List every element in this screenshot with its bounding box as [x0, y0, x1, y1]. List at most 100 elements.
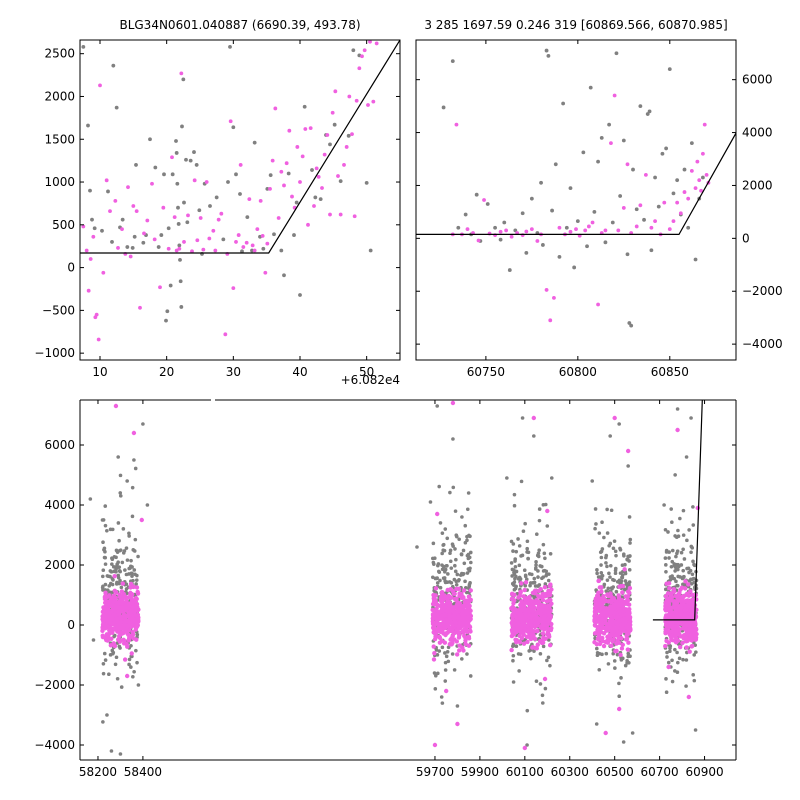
- zoom_right-gray-point: [553, 162, 558, 167]
- full-magenta-point: [677, 644, 683, 650]
- full-gray-point: [113, 662, 118, 667]
- full-gray-point: [600, 520, 604, 525]
- full-magenta-point: [542, 585, 548, 590]
- zoom_left-magenta-point: [216, 217, 221, 222]
- full-gray-point: [681, 533, 686, 537]
- zoom_right-magenta-point: [616, 228, 621, 233]
- full-gray-point: [544, 573, 548, 578]
- zoom_left-magenta-point: [368, 40, 372, 44]
- full-gray-point: [604, 553, 609, 558]
- full-magenta-point: [548, 582, 553, 587]
- zoom_left-gray-point: [125, 245, 130, 249]
- full-gray-point: [677, 656, 682, 661]
- zoom_left-magenta-point: [241, 245, 246, 249]
- zoom_right-gray-point: [653, 175, 657, 180]
- full-xtick-label: 60500: [596, 765, 634, 779]
- zoom_left-gray-point: [156, 245, 161, 249]
- zoom_right-gray-point: [664, 146, 669, 151]
- full-gray-point: [537, 518, 542, 523]
- full-magenta-point: [431, 657, 437, 662]
- zoom_left-magenta-point: [300, 154, 305, 159]
- full-gray-point: [117, 565, 122, 569]
- full-gray-point: [114, 655, 119, 660]
- zoom_left-magenta-point: [287, 128, 292, 133]
- full-gray-point: [513, 557, 518, 561]
- full-gray-point: [127, 662, 131, 667]
- zoom_left-magenta-point: [333, 89, 338, 94]
- full-magenta-point: [515, 625, 520, 630]
- full-gray-point: [509, 539, 514, 544]
- full-gray-point: [468, 674, 473, 678]
- full-gray-point: [512, 580, 517, 584]
- zoom_right-ytick-label: −4000: [742, 337, 783, 351]
- zoom_left-gray-point: [178, 279, 183, 284]
- full-xtick-label: 60700: [641, 765, 679, 779]
- full-magenta-point: [467, 624, 473, 630]
- full-magenta-point: [609, 597, 614, 603]
- full-gray-point: [668, 646, 672, 650]
- full-magenta-point: [693, 626, 699, 631]
- full-gray-point: [111, 651, 115, 656]
- full-magenta-point: [447, 606, 452, 611]
- zoom_right-magenta-point: [678, 211, 683, 216]
- full-magenta-point: [540, 607, 546, 612]
- full-gray-point: [101, 588, 105, 592]
- full-magenta-point: [627, 616, 633, 621]
- zoom_left-gray-point: [368, 248, 373, 253]
- zoom_left-magenta-point: [347, 94, 352, 99]
- full-magenta-point: [625, 594, 631, 599]
- zoom_left-gray-point: [159, 233, 164, 237]
- zoom_left-magenta-point: [244, 240, 249, 245]
- full-gray-point: [611, 577, 615, 582]
- full-magenta-point: [622, 567, 627, 572]
- full-gray-point: [626, 464, 630, 468]
- zoom_right-magenta-point: [612, 93, 617, 98]
- full-gray-point: [443, 579, 447, 583]
- full-magenta-point: [626, 640, 631, 645]
- zoom_left-ytick-label: 2000: [44, 89, 75, 103]
- zoom_left-magenta-point: [195, 238, 200, 243]
- full-gray-point: [519, 479, 524, 484]
- full-magenta-point: [546, 618, 551, 623]
- full-gray-point: [670, 679, 675, 684]
- full-magenta-point: [518, 616, 523, 622]
- full-magenta-point: [666, 640, 671, 645]
- full-ytick-label: −2000: [34, 678, 75, 692]
- full-magenta-point: [521, 603, 527, 609]
- full-magenta-point: [535, 623, 540, 628]
- zoom_left-magenta-point: [91, 234, 96, 239]
- full-gray-point: [692, 580, 697, 585]
- full-magenta-point: [674, 635, 679, 641]
- full-magenta-point: [683, 626, 688, 632]
- full-magenta-point: [603, 730, 608, 736]
- full-magenta-point: [521, 607, 527, 613]
- full-gray-point: [594, 722, 599, 726]
- zoom_right-magenta-point: [498, 229, 503, 234]
- zoom_left-magenta-point: [350, 132, 354, 137]
- full-gray-point: [669, 565, 674, 569]
- zoom_left-gray-point: [197, 208, 202, 213]
- full-gray-point: [534, 532, 539, 536]
- zoom_left-gray-point: [228, 44, 232, 49]
- full-gray-point: [594, 522, 598, 526]
- full-gray-point: [599, 576, 604, 581]
- zoom_left-gray-point: [176, 222, 181, 226]
- zoom_left-magenta-point: [374, 41, 379, 46]
- full-gray-point: [664, 569, 668, 574]
- zoom_left-gray-point: [250, 248, 254, 253]
- full-gray-point: [670, 658, 674, 663]
- zoom_left-gray-point: [165, 309, 170, 314]
- zoom_left-magenta-point: [320, 186, 324, 190]
- full-magenta-point: [119, 631, 125, 636]
- zoom_left-gray-point: [221, 237, 226, 242]
- full-magenta-point: [105, 638, 110, 643]
- full-magenta-point: [457, 643, 462, 648]
- full-gray-point: [690, 572, 695, 577]
- full-gray-point: [664, 548, 669, 553]
- zoom_right-magenta-point: [682, 190, 687, 194]
- full-gray-point: [543, 582, 548, 586]
- full-magenta-point: [126, 638, 132, 643]
- zoom_left-gray-point: [106, 189, 110, 194]
- full-magenta-point: [540, 623, 546, 628]
- full-magenta-point: [456, 600, 461, 606]
